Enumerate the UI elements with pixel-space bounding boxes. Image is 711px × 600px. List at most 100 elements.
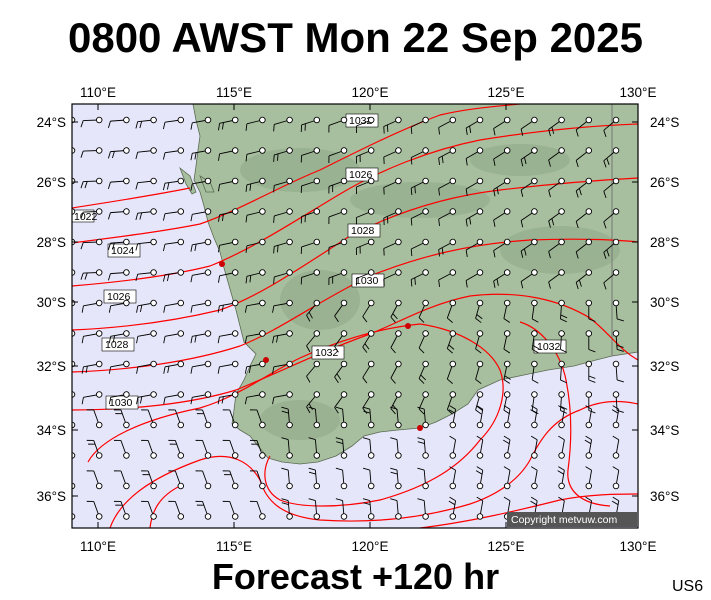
wind-barb <box>418 391 429 415</box>
wind-barb <box>446 299 457 323</box>
longitude-label: 110°E <box>80 539 116 554</box>
axis-ticks <box>72 104 638 528</box>
wind-barb <box>446 330 457 354</box>
longitude-label: 120°E <box>352 85 389 100</box>
isobar-label: 1024 <box>107 243 141 258</box>
wind-barb <box>493 116 511 136</box>
wind-barb <box>548 177 565 198</box>
wind-barb <box>86 470 103 490</box>
wind-barb <box>141 439 157 459</box>
wind-barb <box>520 208 538 228</box>
wind-barb <box>72 147 76 154</box>
wind-barb <box>449 466 457 490</box>
wind-barb <box>190 147 212 161</box>
wind-barb <box>141 500 157 520</box>
wind-barb <box>362 299 375 323</box>
wind-barb <box>575 238 593 259</box>
wind-barb <box>328 269 348 285</box>
wind-barb <box>603 116 620 138</box>
wind-barb <box>475 360 484 384</box>
wind-barb <box>465 116 484 135</box>
wind-barb <box>108 299 130 313</box>
wind-barb <box>81 360 103 374</box>
wind-barb <box>603 238 620 260</box>
wind-barb <box>300 177 321 193</box>
wind-barb <box>217 299 239 313</box>
wind-barb <box>163 391 185 405</box>
wind-barb <box>520 269 538 289</box>
wind-barb <box>585 299 596 322</box>
wind-barb <box>281 498 293 520</box>
page-title: 0800 AWST Mon 22 Sep 2025 <box>67 14 644 61</box>
svg-text:1022: 1022 <box>74 211 98 223</box>
wind-barb <box>476 496 484 520</box>
wind-barb <box>493 147 511 166</box>
wind-barb <box>281 406 293 429</box>
wind-barb <box>272 360 293 374</box>
wind-barb <box>249 500 266 520</box>
svg-text:1032: 1032 <box>349 115 373 127</box>
wind-barb <box>163 360 185 374</box>
longitude-label: 115°E <box>216 539 252 554</box>
svg-text:1024: 1024 <box>111 245 135 257</box>
wind-barb <box>530 466 538 490</box>
wind-barb <box>476 435 484 459</box>
wind-barb <box>272 330 293 344</box>
wind-barb <box>417 437 429 459</box>
wind-barb <box>410 238 429 257</box>
wind-barbs <box>72 116 624 520</box>
wind-barb <box>410 208 429 226</box>
wind-barb <box>80 116 103 128</box>
latitude-label: 32°S <box>650 359 679 374</box>
wind-barb <box>168 470 185 490</box>
wind-barb <box>335 467 348 490</box>
wind-barb <box>195 409 212 429</box>
wind-barb <box>162 208 185 221</box>
wind-barb <box>334 299 348 323</box>
wind-barb <box>162 147 185 160</box>
wind-barb <box>244 360 266 374</box>
wind-barb <box>558 435 565 459</box>
wind-barb <box>531 330 540 354</box>
wind-barb <box>417 498 429 520</box>
wind-barb <box>410 269 429 287</box>
wind-barb <box>218 116 239 131</box>
wind-barb <box>245 208 266 223</box>
wind-barb <box>218 208 239 222</box>
wind-barb <box>107 208 130 220</box>
wind-barb <box>190 299 212 313</box>
longitude-labels-bottom: 110°E 115°E 120°E 125°E 130°E <box>80 539 656 554</box>
wind-barb <box>465 177 484 196</box>
wind-barb <box>300 269 321 285</box>
latitude-label: 36°S <box>650 489 679 504</box>
wind-barb <box>417 467 429 490</box>
svg-text:1030: 1030 <box>355 275 379 287</box>
wind-barb <box>493 177 511 197</box>
wind-barb <box>585 466 593 490</box>
wind-barb <box>383 208 402 226</box>
wind-barb <box>548 208 565 228</box>
longitude-label: 130°E <box>620 85 657 100</box>
isobar-label: 1026 <box>103 289 137 304</box>
wind-barb <box>218 177 239 192</box>
wind-barb <box>390 498 402 520</box>
city-marker-perth <box>263 357 269 363</box>
wind-barb <box>362 330 375 353</box>
wind-barb <box>218 238 239 253</box>
wind-barb <box>446 391 457 415</box>
wind-barb <box>410 177 429 196</box>
wind-barb <box>418 299 429 323</box>
wind-barb <box>245 269 266 284</box>
wind-barb <box>362 467 375 490</box>
wind-barb <box>168 439 185 459</box>
wind-barb <box>465 269 484 288</box>
wind-barb <box>418 330 429 354</box>
wind-barb <box>503 360 511 384</box>
wind-barb <box>306 330 321 353</box>
city-markers <box>219 261 423 431</box>
city-marker-kalgoorlie <box>405 323 411 329</box>
wind-barb <box>575 116 593 137</box>
wind-barb <box>503 466 511 490</box>
wind-barb <box>81 330 103 344</box>
latitude-label: 24°S <box>37 115 66 130</box>
